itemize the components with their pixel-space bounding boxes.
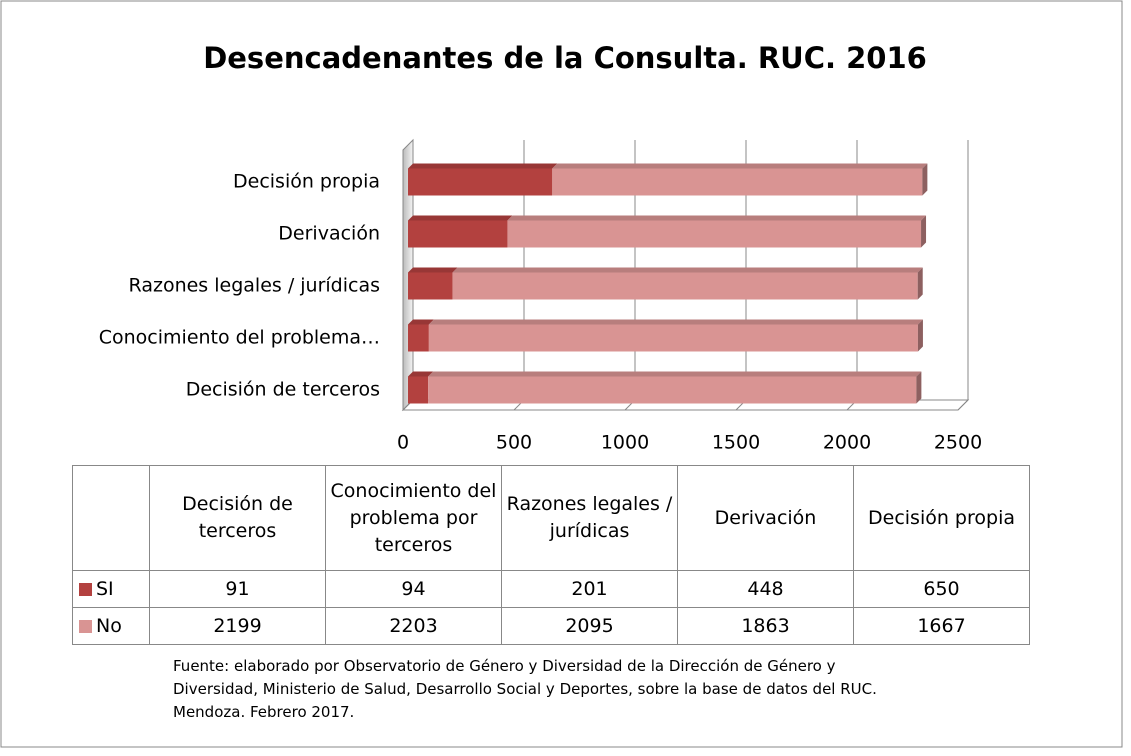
value-cell: 201 — [501, 570, 678, 608]
legend-label: SI — [96, 578, 114, 600]
legend-label: No — [96, 615, 122, 637]
value-cell: 448 — [677, 570, 854, 608]
bar-segment — [408, 272, 453, 300]
value-cell: 1667 — [853, 607, 1030, 645]
legend-cell: No — [72, 607, 150, 645]
header-cell: Razones legales / jurídicas — [501, 465, 678, 571]
y-tick-label: Razones legales / jurídicas — [129, 275, 380, 297]
y-tick-label: Decisión de terceros — [186, 379, 380, 401]
bar-end — [922, 163, 928, 196]
data-table: Decisión de terceros Conocimiento del pro… — [72, 465, 1030, 645]
y-tick-label: Conocimiento del problema… — [99, 327, 380, 349]
x-tick-label: 1500 — [712, 432, 760, 454]
x-tick-label: 1000 — [601, 432, 649, 454]
plot: 0 500 1000 1500 2000 2500 Decisión de terceros… — [99, 138, 982, 454]
bar-segment — [428, 376, 917, 404]
bar-top — [452, 267, 923, 273]
value-cell: 2199 — [149, 607, 326, 645]
x-tick-label: 2500 — [934, 432, 982, 454]
header-cell: Conocimiento del problema por terceros — [325, 465, 502, 571]
series-row: SI 91 94 201 448 650 — [72, 570, 1030, 608]
value-cell: 1863 — [677, 607, 854, 645]
bar-segment — [408, 324, 429, 352]
bar-top — [408, 267, 458, 273]
value-cell: 2203 — [325, 607, 502, 645]
bar-end — [917, 319, 923, 352]
bar-end — [921, 215, 927, 248]
x-tick-label: 2000 — [823, 432, 871, 454]
legend-swatch — [79, 620, 92, 633]
header-row: Decisión de terceros Conocimiento del pro… — [72, 465, 1030, 571]
value-cell: 94 — [325, 570, 502, 608]
source: Fuente: elaborado por Observatorio de Gé… — [173, 655, 877, 724]
y-tick-label: Derivación — [278, 223, 380, 245]
bar-top — [552, 163, 928, 169]
bar-end — [917, 267, 923, 300]
y-tick-label: Decisión propia — [233, 171, 380, 193]
floor-line — [957, 399, 969, 411]
value-cell: 650 — [853, 570, 1030, 608]
source-line: Fuente: elaborado por Observatorio de Gé… — [173, 657, 836, 675]
bar-top — [428, 319, 923, 325]
legend-swatch — [79, 583, 92, 596]
header-cell: Derivación — [677, 465, 854, 571]
x-tick-label: 500 — [496, 432, 532, 454]
header-cell: Decisión de terceros — [149, 465, 326, 571]
bar-top — [428, 371, 922, 377]
bar-segment — [408, 376, 429, 404]
value-cell: 2095 — [501, 607, 678, 645]
header-cell: Decisión propia — [853, 465, 1030, 571]
bar-segment — [428, 324, 918, 352]
bar-top — [507, 215, 927, 221]
bar-segment — [408, 220, 508, 248]
bar-segment — [552, 168, 923, 196]
series-row: No 2199 2203 2095 1863 1667 — [72, 607, 1030, 645]
bar-top — [408, 163, 558, 169]
chart-title: Desencadenantes de la Consulta. RUC. 201… — [203, 41, 927, 75]
bar-top — [408, 371, 434, 377]
bar-top — [408, 215, 513, 221]
value-cell: 91 — [149, 570, 326, 608]
source-line: Diversidad, Ministerio de Salud, Desarro… — [173, 680, 877, 698]
x-tick-label: 0 — [397, 432, 409, 454]
corner-cell — [72, 465, 150, 571]
source-line: Mendoza. Febrero 2017. — [173, 703, 355, 721]
bar-segment — [452, 272, 918, 300]
bar-end — [916, 371, 922, 404]
bar-segment — [507, 220, 922, 248]
bar-segment — [408, 168, 553, 196]
bar-top — [408, 319, 434, 325]
legend-cell: SI — [72, 570, 150, 608]
